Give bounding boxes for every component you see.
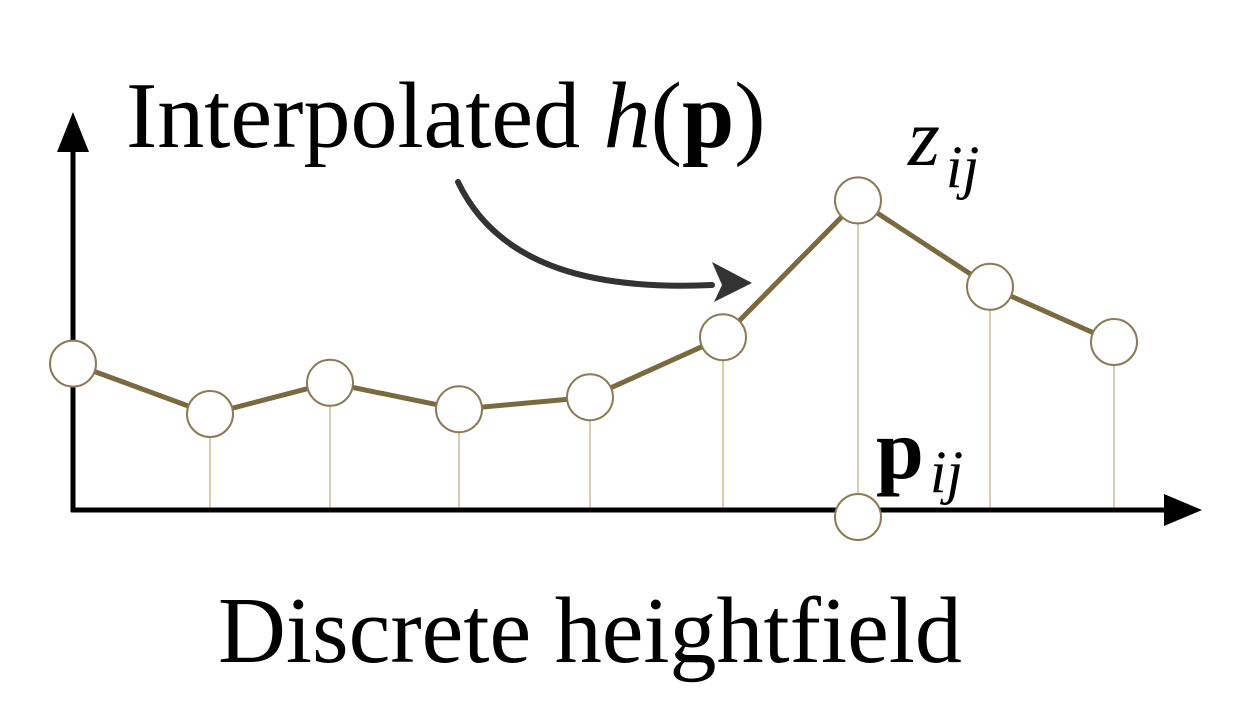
x-axis-arrowhead — [1164, 494, 1202, 526]
sample-node — [186, 390, 234, 438]
peak-sample-node — [834, 176, 882, 225]
sample-node — [1090, 318, 1138, 366]
peak-value-label: z ij — [907, 92, 979, 200]
point-label: p ij — [876, 401, 963, 505]
sample-node — [306, 358, 354, 407]
sample-node — [966, 262, 1014, 311]
title-label: Interpolated h(p) — [126, 64, 766, 168]
caption-label: Discrete heightfield — [218, 579, 962, 683]
pointer-arrow — [455, 179, 715, 289]
sample-node — [566, 373, 614, 422]
y-axis-arrowhead — [57, 112, 89, 152]
sample-node — [699, 313, 747, 362]
sample-nodes — [49, 176, 1138, 438]
pointer-arrowhead — [712, 262, 752, 302]
sample-node — [49, 339, 97, 388]
sample-node — [435, 385, 483, 434]
axes — [57, 112, 1202, 526]
point-pij-node — [834, 493, 882, 541]
sample-stems — [209, 200, 1115, 510]
